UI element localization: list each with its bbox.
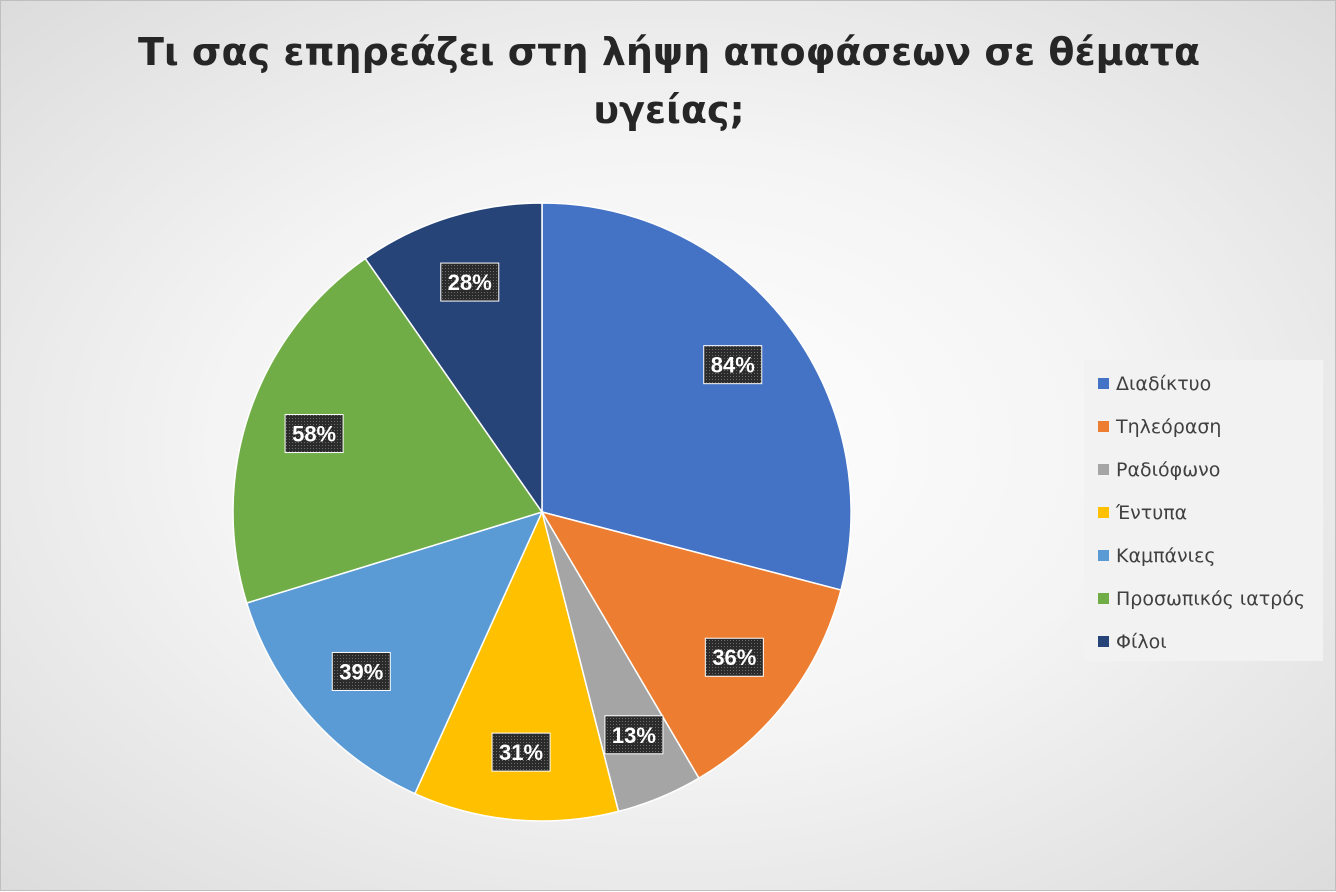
legend-label: Διαδίκτυο <box>1116 372 1212 395</box>
pie-slice-5 <box>245 510 544 795</box>
data-label-4: 31% <box>491 732 551 772</box>
data-label-1: 84% <box>703 345 763 385</box>
legend-swatch <box>1098 378 1109 389</box>
legend-item: Καμπάνιες <box>1098 534 1323 577</box>
data-label-text: 58% <box>292 422 336 447</box>
data-label-5: 39% <box>331 651 391 691</box>
legend-label: Τηλεόραση <box>1116 415 1222 438</box>
pie-slice-1 <box>541 202 852 591</box>
data-label-2: 36% <box>704 637 764 677</box>
legend-label: Φίλοι <box>1116 630 1167 653</box>
data-label-text: 36% <box>712 645 756 670</box>
legend-swatch <box>1098 550 1109 561</box>
data-label-box <box>604 715 664 755</box>
data-label-text: 28% <box>448 270 492 295</box>
data-label-box <box>331 651 391 691</box>
legend: Διαδίκτυο Τηλεόραση Ραδιόφωνο Έντυπα Καμπάνι… <box>1084 360 1323 661</box>
data-label-7: 28% <box>440 262 500 302</box>
data-label-text: 39% <box>339 659 383 684</box>
chart-title: Τι σας επηρεάζει στη λήψη αποφάσεων σε θ… <box>137 30 1201 132</box>
legend-label: Έντυπα <box>1116 501 1188 524</box>
legend-swatch <box>1098 593 1109 604</box>
legend-item: Προσωπικός ιατρός <box>1098 577 1323 620</box>
data-label-box <box>440 262 500 302</box>
pie-slice-4 <box>413 509 620 822</box>
legend-label: Καμπάνιες <box>1116 544 1216 567</box>
data-label-text: 31% <box>499 740 543 765</box>
data-label-box <box>491 732 551 772</box>
data-label-box <box>703 345 763 385</box>
pie-slice-2 <box>540 510 842 780</box>
legend-label: Ραδιόφωνο <box>1116 458 1221 481</box>
data-label-box <box>284 414 344 454</box>
legend-item: Έντυπα <box>1098 491 1323 534</box>
legend-item: Τηλεόραση <box>1098 405 1323 448</box>
pie-slice-6 <box>232 257 544 604</box>
legend-label: Προσωπικός ιατρός <box>1116 587 1306 610</box>
legend-swatch <box>1098 421 1109 432</box>
data-label-3: 13% <box>604 715 664 755</box>
legend-item: Διαδίκτυο <box>1098 362 1323 405</box>
data-label-text: 13% <box>612 723 656 748</box>
data-label-6: 58% <box>284 414 344 454</box>
legend-item: Ραδιόφωνο <box>1098 448 1323 491</box>
data-label-box <box>704 637 764 677</box>
legend-swatch <box>1098 464 1109 475</box>
data-label-text: 84% <box>711 353 755 378</box>
legend-swatch <box>1098 507 1109 518</box>
legend-swatch <box>1098 636 1109 647</box>
legend-item: Φίλοι <box>1098 620 1323 663</box>
